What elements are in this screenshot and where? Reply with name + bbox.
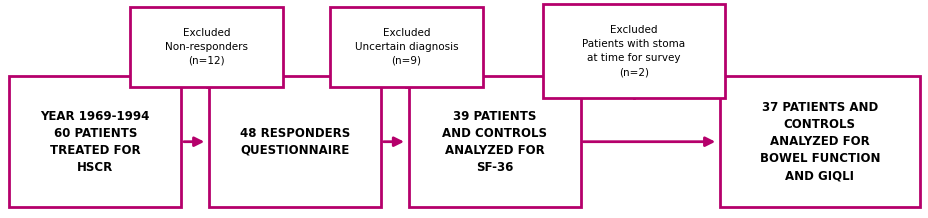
FancyBboxPatch shape	[719, 76, 919, 207]
Text: Excluded
Patients with stoma
at time for survey
(n=2): Excluded Patients with stoma at time for…	[582, 25, 685, 77]
Text: 39 PATIENTS
AND CONTROLS
ANALYZED FOR
SF-36: 39 PATIENTS AND CONTROLS ANALYZED FOR SF…	[442, 110, 547, 174]
FancyBboxPatch shape	[543, 4, 724, 98]
FancyBboxPatch shape	[408, 76, 580, 207]
Text: 37 PATIENTS AND
CONTROLS
ANALYZED FOR
BOWEL FUNCTION
AND GIQLI: 37 PATIENTS AND CONTROLS ANALYZED FOR BO…	[759, 101, 879, 182]
FancyBboxPatch shape	[329, 7, 483, 87]
FancyBboxPatch shape	[130, 7, 283, 87]
Text: Excluded
Non-responders
(n=12): Excluded Non-responders (n=12)	[165, 28, 248, 66]
Text: Excluded
Uncertain diagnosis
(n=9): Excluded Uncertain diagnosis (n=9)	[354, 28, 458, 66]
Text: YEAR 1969-1994
60 PATIENTS
TREATED FOR
HSCR: YEAR 1969-1994 60 PATIENTS TREATED FOR H…	[41, 110, 149, 174]
FancyBboxPatch shape	[9, 76, 181, 207]
FancyBboxPatch shape	[209, 76, 380, 207]
Text: 48 RESPONDERS
QUESTIONNAIRE: 48 RESPONDERS QUESTIONNAIRE	[239, 127, 350, 157]
